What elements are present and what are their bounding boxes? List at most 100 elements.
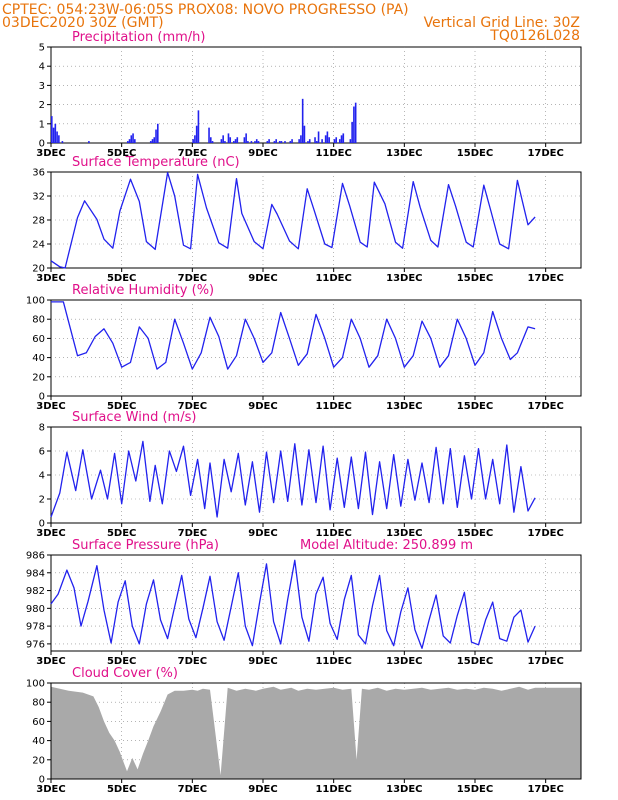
cloud-xtick-label: 7DEC <box>178 784 207 795</box>
precip-bar <box>349 139 352 143</box>
cloud-frame-top <box>50 682 582 780</box>
temp-title: Surface Temperature (nC) <box>72 155 240 170</box>
temp-xtick-label: 11DEC <box>315 273 351 284</box>
precip-bar <box>307 141 309 143</box>
pressure-ytick-label: 984 <box>26 568 45 579</box>
pressure-ytick-label: 976 <box>26 639 45 650</box>
pressure-xtick-label: 5DEC <box>107 656 136 667</box>
pressure-ytick-label: 986 <box>26 551 45 562</box>
precip-bar <box>351 121 353 143</box>
cloud-ytick-label: 100 <box>26 679 45 690</box>
rh-xtick-label: 7DEC <box>178 401 207 412</box>
header-station: CPTEC: 054:23W-06:05S PROX08: NOVO PROGR… <box>2 2 409 18</box>
precip-bar <box>88 141 90 143</box>
precip-bar <box>130 135 133 143</box>
precip-bar <box>245 133 247 143</box>
precip-bar <box>273 141 276 143</box>
precip-bar <box>284 141 286 143</box>
pressure-annotation: Model Altitude: 250.899 m <box>300 538 473 553</box>
temp-ytick-label: 20 <box>32 264 45 275</box>
precip-xtick-label: 17DEC <box>527 148 563 159</box>
wind-xtick-label: 5DEC <box>107 528 136 539</box>
wind-ytick-label: 0 <box>39 519 45 530</box>
precip-bar <box>280 141 283 143</box>
wind-ytick-label: 6 <box>39 447 45 458</box>
header-datetime: 03DEC2020 30Z (GMT) <box>2 15 164 31</box>
precip-bar <box>291 139 293 143</box>
precip-xtick-label: 11DEC <box>315 148 351 159</box>
precip-bar <box>268 139 270 143</box>
precip-bar <box>354 102 357 143</box>
cloud-ytick-label: 0 <box>39 775 45 786</box>
precip-bar <box>324 135 327 143</box>
cloud-ytick-label: 20 <box>32 755 45 766</box>
rh-ytick-label: 100 <box>26 296 45 307</box>
precip-bar <box>229 137 232 143</box>
precip-bar <box>61 141 64 143</box>
rh-series-line <box>51 301 536 370</box>
precip-frame <box>50 46 582 144</box>
wind-title: Surface Wind (m/s) <box>72 410 196 425</box>
precip-bar <box>301 98 304 143</box>
rh-title: Relative Humidity (%) <box>72 283 214 298</box>
precip-bar <box>56 131 58 143</box>
precip-bar <box>208 127 210 143</box>
cloud-xtick-label: 15DEC <box>457 784 493 795</box>
temp-xtick-label: 7DEC <box>178 273 207 284</box>
precip-bar <box>232 141 235 143</box>
cloud-xtick-label: 5DEC <box>107 784 136 795</box>
temp-panel: 20 24 28 32 36 3DEC 5DEC 7DEC 9DEC 11DEC 13DEC 15DE… <box>32 155 582 284</box>
pressure-xtick-label: 11DEC <box>315 656 351 667</box>
temp-series-line <box>50 171 536 269</box>
cloud-ytick-label: 40 <box>32 736 45 747</box>
precip-bar <box>326 131 329 143</box>
rh-ytick-label: 40 <box>32 353 45 364</box>
precip-xtick-label: 9DEC <box>248 148 277 159</box>
cloud-ytick-label: 80 <box>32 698 45 709</box>
pressure-xtick-label: 15DEC <box>457 656 493 667</box>
precip-bar <box>328 137 330 143</box>
rh-xtick-label: 17DEC <box>527 401 563 412</box>
precip-bar <box>243 137 246 143</box>
rh-xtick-label: 13DEC <box>386 401 422 412</box>
pressure-panel: 976 978 980 982 984 986 3DEC 5DEC 7DEC 9DEC 11DEC 1… <box>26 538 582 667</box>
pressure-ytick-label: 978 <box>26 622 45 633</box>
precip-bar <box>211 141 214 143</box>
precip-bar <box>316 141 318 143</box>
precip-bar <box>335 137 338 143</box>
precip-ytick-label: 1 <box>39 119 45 130</box>
wind-series-line <box>50 440 536 518</box>
precip-bar <box>308 139 311 143</box>
rh-ytick-label: 0 <box>39 392 45 403</box>
precip-bar <box>321 139 323 143</box>
temp-xtick-label: 15DEC <box>457 273 493 284</box>
wind-xtick-label: 9DEC <box>248 528 277 539</box>
wind-xtick-label: 7DEC <box>178 528 207 539</box>
precip-bar <box>126 141 129 143</box>
precip-bar <box>155 129 157 143</box>
precip-bar <box>222 135 224 143</box>
temp-xtick-label: 5DEC <box>107 273 136 284</box>
precip-bar <box>153 137 156 143</box>
wind-xtick-label: 3DEC <box>36 528 65 539</box>
rh-xtick-label: 3DEC <box>36 401 65 412</box>
precip-bar <box>300 135 302 143</box>
temp-xtick-label: 13DEC <box>386 273 422 284</box>
precip-title: Precipitation (mm/h) <box>72 30 205 45</box>
precip-bar <box>236 137 239 143</box>
rh-xtick-label: 5DEC <box>107 401 136 412</box>
precip-bar <box>195 125 198 143</box>
precip-bar <box>227 133 230 143</box>
rh-xtick-label: 15DEC <box>457 401 493 412</box>
pressure-ytick-label: 980 <box>26 604 45 615</box>
wind-xtick-label: 11DEC <box>315 528 351 539</box>
precip-bar <box>298 139 300 143</box>
precip-xtick-label: 5DEC <box>107 148 136 159</box>
rh-xtick-label: 9DEC <box>248 401 277 412</box>
cloud-xtick-label: 3DEC <box>36 784 65 795</box>
precip-bar <box>255 139 258 143</box>
precip-bar <box>317 131 320 143</box>
precip-bar <box>333 139 336 143</box>
precip-bar <box>250 141 253 143</box>
wind-ytick-label: 2 <box>39 495 45 506</box>
